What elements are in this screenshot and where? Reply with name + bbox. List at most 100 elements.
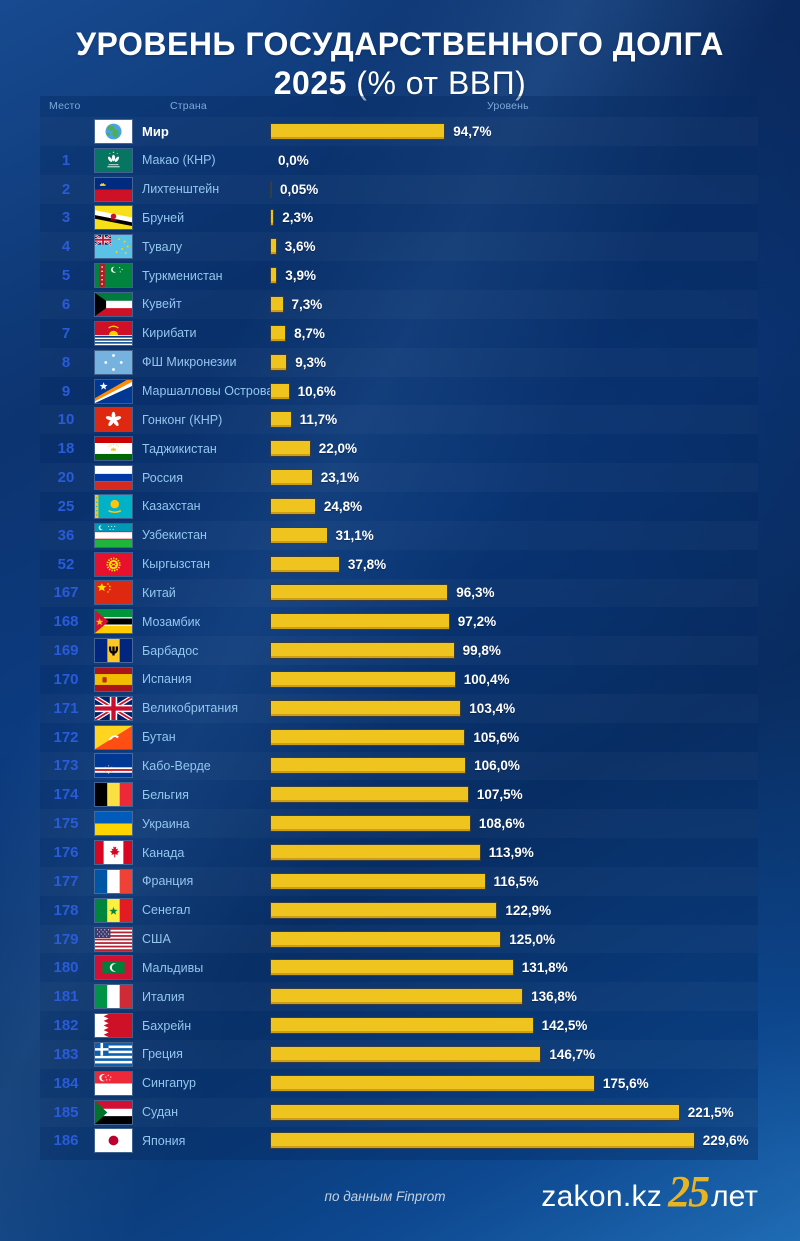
country-label: Россия — [142, 470, 183, 485]
country-label: Великобритания — [142, 701, 238, 716]
rank-label: 10 — [57, 411, 75, 429]
flag-canada-icon — [95, 841, 132, 865]
rank-label: 175 — [53, 815, 79, 833]
rank-label: 186 — [53, 1132, 79, 1150]
rank-label: 178 — [53, 901, 79, 919]
flag-russia-icon — [95, 466, 132, 490]
table-row: 173 Кабо-Верде 106,0% — [40, 752, 758, 781]
flag-turkmenistan-icon — [95, 264, 132, 288]
table-row: 168 Мозамбик 97,2% — [40, 607, 758, 636]
table-row: 170 Испания 100,4% — [40, 665, 758, 694]
country-label: Италия — [142, 989, 185, 1004]
country-label: Туркменистан — [142, 268, 223, 283]
rank-label: 183 — [53, 1045, 79, 1063]
value-label: 221,5% — [687, 1104, 734, 1120]
rank-label: 52 — [57, 555, 75, 573]
flag-uk-icon — [95, 696, 132, 720]
table-row: 171 Великобритания 103,4% — [40, 694, 758, 723]
brand-name: zakon.kz — [541, 1180, 663, 1213]
table-row: 167 Китай 96,3% — [40, 579, 758, 608]
debt-bar — [270, 757, 467, 775]
country-label: Барбадос — [142, 643, 199, 658]
bar-track: 229,6% — [270, 1132, 758, 1150]
flag-brunei-icon — [95, 206, 132, 230]
bar-track: 221,5% — [270, 1103, 758, 1121]
table-row: 25 Казахстан 24,8% — [40, 492, 758, 521]
country-label: Казахстан — [142, 499, 201, 514]
table-row: 177 Франция 116,5% — [40, 867, 758, 896]
country-label: Судан — [142, 1105, 179, 1120]
value-label: 11,7% — [299, 412, 338, 428]
flag-capeverde-icon — [95, 754, 132, 778]
header-country: Страна — [170, 100, 207, 112]
debt-bar — [270, 988, 524, 1006]
zakon-kz-logo: zakon.kz 25 лет — [541, 1170, 758, 1214]
flag-world-icon — [95, 119, 132, 143]
country-label: Кабо-Верде — [142, 758, 211, 773]
rank-label: 185 — [53, 1103, 79, 1121]
debt-bar — [270, 122, 446, 140]
flag-marshall-icon — [95, 379, 132, 403]
bar-track: 136,8% — [270, 988, 758, 1006]
bar-track: 31,1% — [270, 526, 758, 544]
country-label: Таджикистан — [142, 441, 217, 456]
value-label: 24,8% — [323, 498, 363, 514]
rank-label: 168 — [53, 613, 79, 631]
debt-bar — [270, 353, 288, 371]
flag-barbados-icon: Ψ — [95, 639, 132, 663]
value-label: 100,4% — [463, 671, 510, 687]
bar-track: 142,5% — [270, 1017, 758, 1035]
debt-bar — [270, 1045, 542, 1063]
table-row: 52 Кыргызстан 37,8% — [40, 550, 758, 579]
country-label: Франция — [142, 874, 194, 889]
rank-label: 1 — [61, 151, 71, 169]
country-label: Бруней — [142, 210, 185, 225]
bar-track: 107,5% — [270, 786, 758, 804]
country-label: Бахрейн — [142, 1018, 192, 1033]
value-label: 96,3% — [456, 585, 495, 601]
debt-bar — [270, 411, 292, 429]
debt-bar — [270, 699, 462, 717]
table-row: 180 Мальдивы 131,8% — [40, 953, 758, 982]
country-label: США — [142, 932, 171, 947]
debt-bar — [270, 930, 502, 948]
rank-label: 9 — [61, 382, 71, 400]
bar-track: 122,9% — [270, 901, 758, 919]
table-row: 181 Италия 136,8% — [40, 982, 758, 1011]
flag-singapore-icon — [95, 1071, 132, 1095]
table-row: 4 Тувалу 3,6% — [40, 232, 758, 261]
country-label: Узбекистан — [142, 528, 207, 543]
title-year: 2025 — [273, 65, 347, 102]
value-label: 122,9% — [505, 902, 552, 918]
table-row: 185 Судан 221,5% — [40, 1098, 758, 1127]
anniversary-word: лет — [711, 1180, 758, 1213]
bar-track: 113,9% — [270, 844, 758, 862]
flag-micronesia-icon — [95, 350, 132, 374]
flag-mozambique-icon — [95, 610, 132, 634]
bar-track: 22,0% — [270, 440, 758, 458]
value-label: 23,1% — [320, 470, 359, 486]
value-label: 175,6% — [602, 1075, 649, 1091]
flag-kiribati-icon — [95, 321, 132, 345]
country-label: Китай — [142, 585, 176, 600]
bar-track: 11,7% — [270, 411, 758, 429]
debt-bar — [270, 786, 469, 804]
country-label: Макао (КНР) — [142, 153, 216, 168]
table-row: 184 Сингапур 175,6% — [40, 1069, 758, 1098]
rank-label: 172 — [53, 728, 79, 746]
table-row: 20 Россия 23,1% — [40, 463, 758, 492]
flag-spain-icon — [95, 667, 132, 691]
table-row: 174 Бельгия 107,5% — [40, 780, 758, 809]
value-label: 107,5% — [476, 787, 523, 803]
data-source-note: по данным Finprom — [324, 1189, 446, 1204]
value-label: 0,0% — [278, 152, 309, 168]
debt-bar — [270, 613, 450, 631]
country-label: Сингапур — [142, 1076, 196, 1091]
flag-sudan-icon — [95, 1100, 132, 1124]
flag-usa-icon — [95, 927, 132, 951]
rank-label: 174 — [53, 786, 79, 804]
country-label: Кыргызстан — [142, 557, 211, 572]
rank-label: 170 — [53, 670, 79, 688]
table-row: 36 Узбекистан 31,1% — [40, 521, 758, 550]
table-row: 186 Япония 229,6% — [40, 1127, 758, 1156]
